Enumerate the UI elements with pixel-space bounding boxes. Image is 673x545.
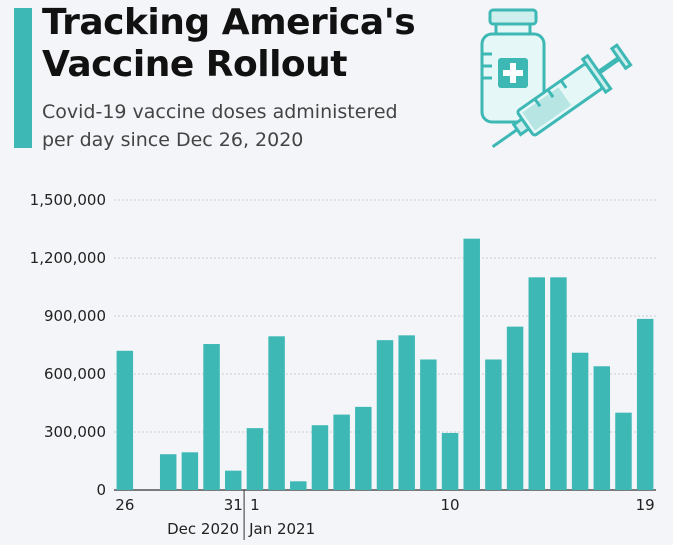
x-tick-label: 26 [115,496,134,514]
bar [116,350,134,490]
x-tick-label: 19 [636,496,655,514]
title-line-2: Vaccine Rollout [42,44,348,85]
bar [181,452,199,490]
bar [203,344,220,490]
bar-chart: 0 300,000 600,000 900,000 1,200,000 1,500,000… [30,191,656,540]
bar [311,425,329,490]
x-tick-label: 1 [250,496,260,514]
bars [116,238,654,490]
bar [485,359,502,490]
y-tick-label: 1,500,000 [30,191,106,209]
bar [550,277,567,490]
chart-title: Tracking America's Vaccine Rollout [42,2,462,86]
chart-subtitle: Covid-19 vaccine doses administered per … [42,98,462,154]
bar [528,277,545,490]
subtitle-line-2: per day since Dec 26, 2020 [42,129,304,151]
bar [463,238,480,490]
bar [420,359,437,490]
bar [506,326,524,490]
y-tick-label: 0 [96,481,106,499]
title-line-1: Tracking America's [42,2,416,43]
x-axis-ticks: 26 31 1 10 19 Dec 2020 Jan 2021 [115,490,655,540]
bar [290,481,307,490]
x-tick-label: 10 [440,496,459,514]
bar [593,366,611,490]
y-tick-label: 300,000 [44,423,106,441]
y-tick-label: 600,000 [44,365,106,383]
month-label-dec: Dec 2020 [167,520,239,538]
bar [615,412,632,490]
subtitle-line-1: Covid-19 vaccine doses administered [42,101,398,123]
y-tick-label: 900,000 [44,307,106,325]
bar [246,428,264,490]
syringe-icon [491,43,633,148]
y-tick-label: 1,200,000 [30,249,106,267]
accent-bar [14,8,32,148]
bar [355,406,372,490]
y-axis-ticks: 0 300,000 600,000 900,000 1,200,000 1,500,000 [30,191,106,499]
vaccine-illustration [480,8,633,148]
bar [159,454,177,490]
bar [636,318,654,490]
month-label-jan: Jan 2021 [248,520,315,538]
bar [571,352,589,490]
vaccine-vial-icon [480,8,546,124]
bar [441,432,459,490]
bar [333,414,350,490]
bar [398,335,415,490]
bar [376,340,394,490]
x-tick-label: 31 [224,496,243,514]
bar [225,470,242,490]
bar [268,336,285,490]
